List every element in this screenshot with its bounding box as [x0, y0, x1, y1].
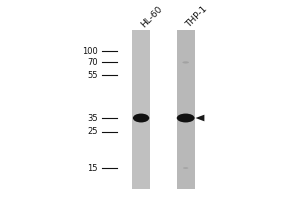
Polygon shape — [196, 115, 204, 121]
Text: 55: 55 — [88, 71, 98, 80]
Ellipse shape — [182, 61, 189, 64]
Ellipse shape — [133, 114, 149, 122]
Text: THP-1: THP-1 — [184, 4, 209, 29]
Text: 100: 100 — [82, 47, 98, 56]
Text: 15: 15 — [88, 164, 98, 173]
Bar — [177, 30, 195, 189]
Ellipse shape — [177, 114, 195, 122]
Text: 25: 25 — [88, 127, 98, 136]
Bar — [132, 30, 150, 189]
Text: 70: 70 — [87, 58, 98, 67]
Ellipse shape — [183, 167, 188, 169]
Text: 35: 35 — [87, 114, 98, 123]
Text: HL-60: HL-60 — [140, 4, 165, 29]
